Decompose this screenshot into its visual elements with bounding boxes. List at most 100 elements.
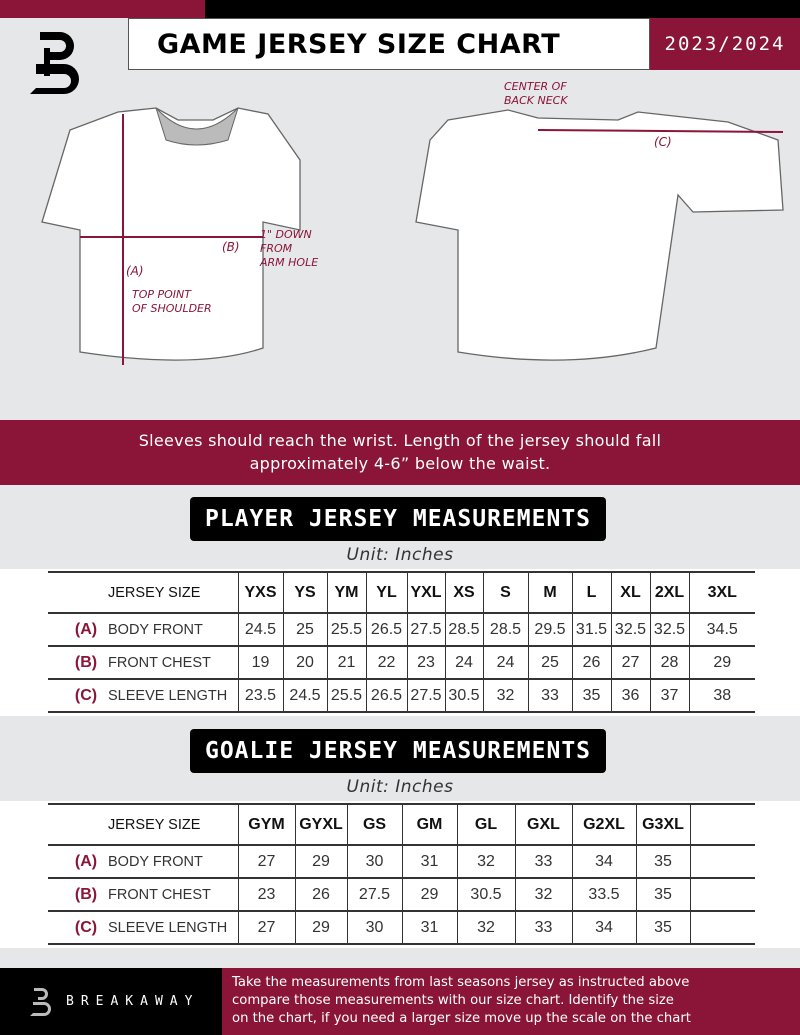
table-cell: 38 [689,679,755,713]
table-cell: 33 [515,845,573,879]
instruction-line: compare those measurements with our size… [232,993,674,1008]
label-a: (A) [126,264,144,278]
shoulder-note: TOP POINT OF SHOULDER [132,288,212,316]
table-cell: 32 [457,911,516,945]
measure-name: BODY FRONT [108,621,203,638]
size-header: GM [402,803,458,846]
table-cell: 31.5 [572,613,612,647]
table-cell: 25.5 [327,613,367,647]
breakaway-logo-icon [30,32,79,94]
measure-name: FRONT CHEST [108,654,211,671]
fit-instructions-banner: Sleeves should reach the wrist. Length o… [0,420,800,485]
footer-brand: BREAKAWAY [0,968,222,1035]
table-cell: 34.5 [689,613,755,647]
table-row: (A) BODY FRONT 27 29 30 31 32 33 34 35 [48,845,755,879]
size-header: XL [611,571,651,614]
player-size-table: JERSEY SIZE YXS YS YM YL YXL XS S M L XL 2XL 3XL (A) B… [48,571,755,713]
table-cell: 23.5 [238,679,284,713]
row-label: (B) FRONT CHEST [48,878,239,912]
measure-letter: (B) [74,885,98,903]
goalie-section-title: GOALIE JERSEY MEASUREMENTS [190,729,606,773]
note-line: FROM [260,242,293,255]
table-cell: 29 [295,845,348,879]
table-cell: 35 [636,911,691,945]
player-section-title: PLAYER JERSEY MEASUREMENTS [190,497,606,541]
size-header: 2XL [650,571,690,614]
size-header: 3XL [689,571,755,614]
size-header: G2XL [572,803,637,846]
row-label: (B) FRONT CHEST [48,646,239,680]
table-cell: 27 [611,646,651,680]
row-label: (C) SLEEVE LENGTH [48,679,239,713]
measure-letter: (A) [74,852,98,870]
table-cell: 27 [238,911,296,945]
table-cell [690,878,755,912]
size-header: M [528,571,573,614]
table-cell: 37 [650,679,690,713]
measure-letter: (A) [74,620,98,638]
measure-letter: (C) [74,686,98,704]
table-cell: 32 [483,679,529,713]
table-row: (A) BODY FRONT 24.5 25 25.5 26.5 27.5 28.5 28.5 2… [48,613,755,647]
table-cell: 30.5 [457,878,516,912]
top-black-bar [205,0,800,18]
table-cell: 24.5 [283,679,328,713]
table-cell: 26.5 [366,613,408,647]
table-cell: 24.5 [238,613,284,647]
size-header: YXL [407,571,446,614]
size-header: YS [283,571,328,614]
note-line: OF SHOULDER [132,302,212,315]
row-label: (C) SLEEVE LENGTH [48,911,239,945]
measure-name: BODY FRONT [108,853,203,870]
table-cell: 30.5 [445,679,484,713]
size-header: GS [347,803,403,846]
measure-name: SLEEVE LENGTH [108,687,228,704]
table-cell: 33.5 [572,878,637,912]
table-cell: 34 [572,911,637,945]
center-back-neck-note: CENTER OF BACK NECK [504,80,568,108]
table-cell: 32 [515,878,573,912]
label-b: (B) [222,240,240,254]
measure-name: FRONT CHEST [108,886,211,903]
note-line: TOP POINT [132,288,191,301]
table-cell: 19 [238,646,284,680]
page-title: GAME JERSEY SIZE CHART [128,18,650,70]
table-cell: 28.5 [445,613,484,647]
row-label: (A) BODY FRONT [48,613,239,647]
table-cell: 28.5 [483,613,529,647]
size-header: GYXL [295,803,348,846]
player-unit: Unit: Inches [346,545,454,565]
season-badge: 2023/2024 [650,18,800,70]
size-header: YXS [238,571,284,614]
size-header: L [572,571,612,614]
note-line: BACK NECK [504,94,568,107]
table-cell: 28 [650,646,690,680]
table-cell: 27 [238,845,296,879]
size-header [690,803,755,846]
table-cell: 33 [528,679,573,713]
table-cell [690,845,755,879]
table-cell: 32.5 [611,613,651,647]
table-cell: 31 [402,845,458,879]
size-header: GL [457,803,516,846]
table-cell: 32.5 [650,613,690,647]
footer-instructions: Take the measurements from last seasons … [222,968,800,1035]
table-cell: 31 [402,911,458,945]
table-cell: 36 [611,679,651,713]
measure-letter: (B) [74,653,98,671]
header-label: JERSEY SIZE [48,571,239,614]
table-cell: 35 [636,845,691,879]
note-line: 1" DOWN [260,228,312,241]
note-line: ARM HOLE [260,256,319,269]
table-cell: 26 [572,646,612,680]
measure-letter: (C) [74,918,98,936]
table-header-row: JERSEY SIZE GYM GYXL GS GM GL GXL G2XL G3XL [48,803,755,846]
size-header: GXL [515,803,573,846]
table-cell: 35 [636,878,691,912]
table-cell: 35 [572,679,612,713]
table-cell: 22 [366,646,408,680]
banner-line: Sleeves should reach the wrist. Length o… [138,431,662,450]
table-cell: 30 [347,911,403,945]
table-cell [690,911,755,945]
instruction-line: on the chart, if you need a larger size … [232,1011,691,1026]
